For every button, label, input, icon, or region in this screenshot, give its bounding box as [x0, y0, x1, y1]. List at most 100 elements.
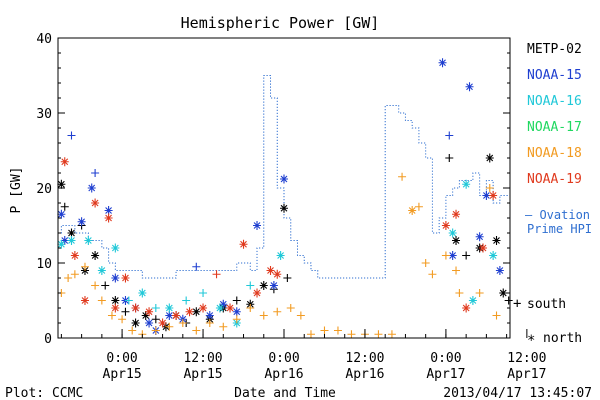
point-star-stroke: [97, 266, 106, 275]
point-plus: [212, 270, 221, 279]
y-tick-label: 10: [36, 257, 52, 272]
x-tick-time-label: 0:00: [106, 351, 137, 366]
point-star: [280, 203, 288, 213]
point-star: [57, 239, 66, 249]
point-plus-stroke: [121, 307, 130, 316]
point-plus-stroke: [165, 322, 174, 331]
point-star: [70, 251, 79, 260]
point-plus-stroke: [259, 311, 268, 320]
point-star-stroke: [448, 251, 457, 260]
point-star: [60, 157, 69, 167]
point-star-stroke: [104, 213, 113, 223]
point-plus: [421, 259, 430, 267]
point-star: [408, 206, 417, 215]
point-star: [276, 251, 285, 260]
point-star: [104, 213, 113, 223]
point-plus: [333, 326, 342, 335]
point-star-stroke: [475, 232, 484, 242]
point-star: [165, 303, 174, 313]
point-star-stroke: [57, 239, 66, 249]
point-star: [97, 266, 106, 275]
point-star-stroke: [57, 209, 66, 219]
point-star: [57, 209, 66, 219]
point-plus-stroke: [212, 270, 221, 279]
point-plus-stroke: [91, 281, 100, 290]
point-plus: [455, 289, 464, 297]
point-star-stroke: [185, 307, 194, 317]
point-plus-stroke: [414, 202, 423, 211]
point-plus: [492, 311, 501, 320]
plot-credit: Plot: CCMC: [5, 386, 83, 400]
point-star-stroke: [253, 288, 262, 298]
point-plus-stroke: [151, 315, 160, 324]
point-plus: [118, 315, 127, 324]
point-plus: [205, 319, 214, 327]
x-tick-time-label: 0:00: [430, 351, 461, 366]
point-star: [192, 307, 201, 317]
point-star: [219, 299, 228, 309]
point-star-stroke: [84, 236, 93, 245]
point-plus: [124, 296, 133, 305]
point-star-stroke: [489, 191, 498, 200]
point-plus-stroke: [97, 296, 106, 305]
point-star: [253, 288, 262, 298]
point-plus: [296, 311, 305, 320]
point-star-stroke: [87, 183, 96, 193]
point-star: [266, 266, 275, 275]
x-axis-label: Date and Time: [234, 386, 336, 400]
point-star-stroke: [131, 318, 140, 328]
point-star-stroke: [70, 251, 79, 260]
point-plus: [107, 311, 116, 320]
point-plus-stroke: [246, 304, 255, 312]
point-plus-stroke: [128, 326, 137, 335]
chart-title: Hemispheric Power [GW]: [181, 14, 380, 32]
point-star: [462, 303, 471, 313]
point-plus: [504, 296, 513, 305]
point-plus: [151, 315, 160, 324]
point-star-stroke: [158, 318, 167, 328]
x-tick-date-label: Apr17: [426, 367, 465, 382]
point-star: [259, 281, 268, 290]
point-plus: [128, 326, 137, 335]
point-plus: [60, 202, 69, 211]
y-tick-label: 40: [36, 32, 52, 47]
point-plus: [246, 304, 255, 312]
point-plus-stroke: [387, 330, 396, 339]
x-tick-date-label: Apr15: [183, 367, 222, 382]
point-plus-stroke: [232, 296, 241, 305]
point-plus-stroke: [101, 281, 110, 290]
point-star: [111, 273, 120, 283]
point-star: [448, 228, 457, 238]
point-plus-stroke: [421, 259, 430, 267]
point-plus-stroke: [151, 304, 160, 312]
point-star: [138, 288, 147, 298]
point-star-stroke: [141, 311, 150, 320]
point-star-stroke: [67, 228, 76, 238]
point-plus: [283, 274, 292, 282]
point-star-stroke: [111, 273, 120, 283]
point-plus-stroke: [70, 270, 79, 279]
point-plus: [232, 315, 241, 324]
point-plus-stroke: [80, 262, 89, 271]
point-star: [485, 153, 494, 163]
point-star-stroke: [80, 296, 89, 305]
point-plus: [192, 326, 201, 335]
point-star-stroke: [465, 82, 474, 92]
point-star: [121, 273, 130, 283]
point-plus-stroke: [283, 274, 292, 282]
point-plus: [165, 322, 174, 331]
point-plus: [445, 154, 454, 162]
point-plus: [101, 281, 110, 290]
point-star-stroke: [495, 266, 504, 275]
point-star: [499, 288, 508, 298]
point-star: [492, 236, 501, 245]
point-plus-stroke: [219, 322, 228, 331]
point-plus: [485, 184, 494, 192]
point-star: [60, 236, 69, 245]
point-plus-stroke: [91, 169, 100, 177]
point-star: [87, 183, 96, 193]
point-star-stroke: [199, 303, 208, 313]
point-plus-stroke: [445, 131, 454, 140]
point-plus-stroke: [178, 319, 187, 327]
point-star: [165, 311, 174, 320]
